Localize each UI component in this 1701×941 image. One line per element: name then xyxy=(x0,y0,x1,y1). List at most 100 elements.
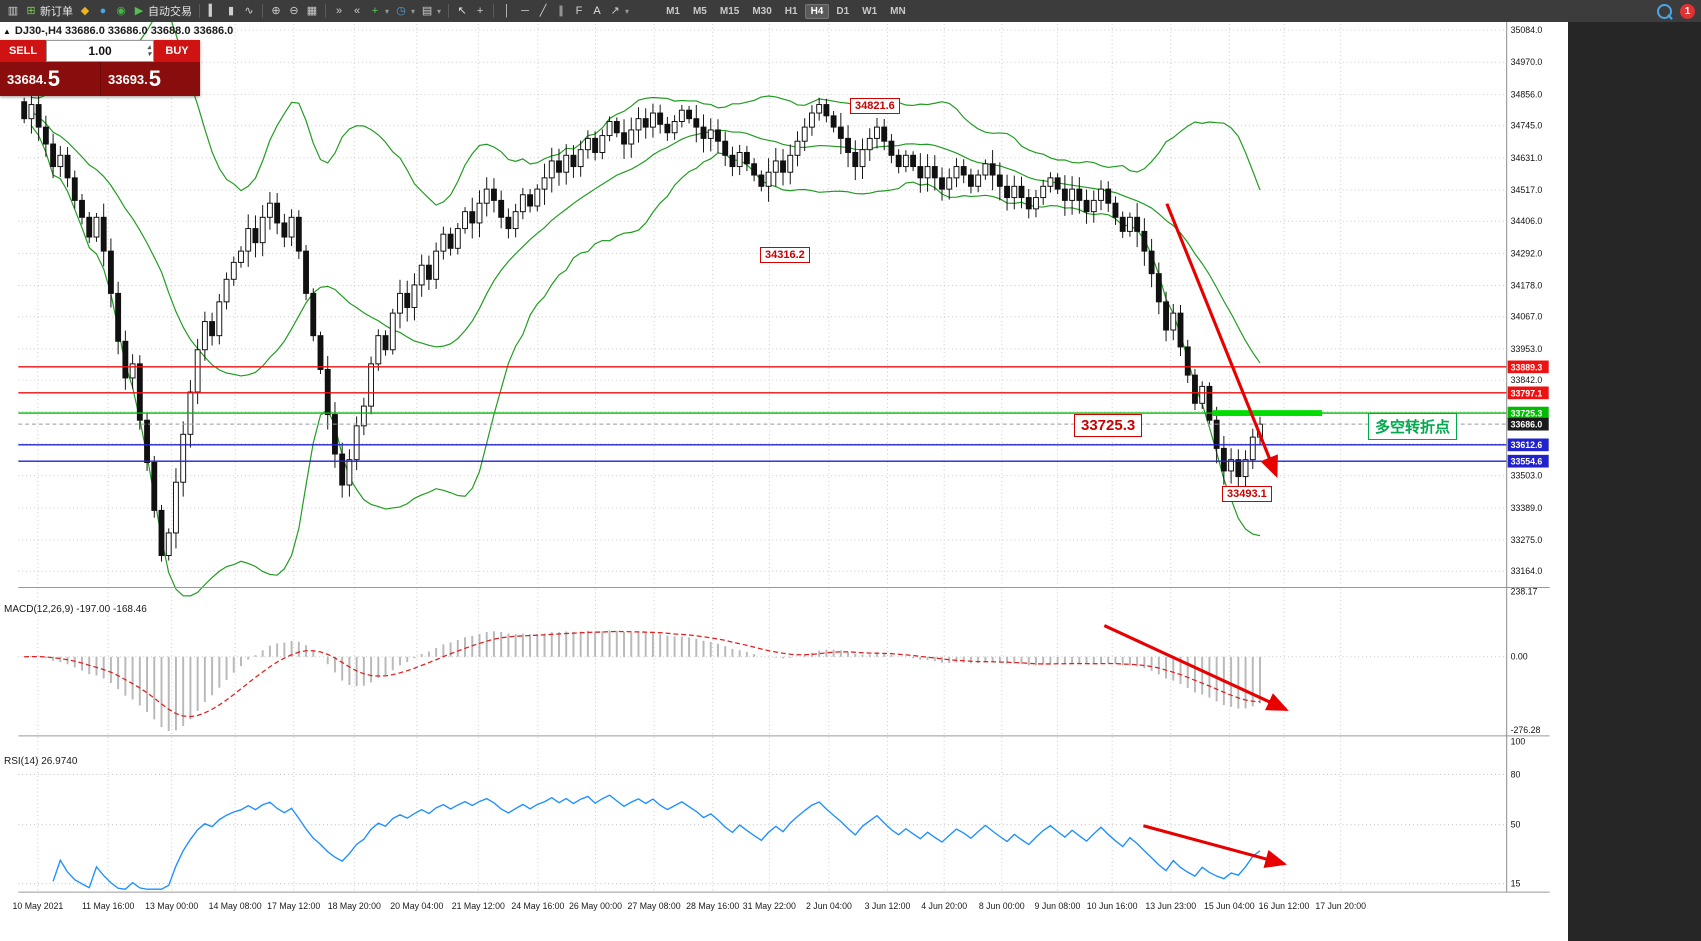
svg-text:33612.6: 33612.6 xyxy=(1511,440,1543,450)
zoom-out-icon: ⊖ xyxy=(289,5,299,17)
tf-W1-button[interactable]: W1 xyxy=(862,5,878,17)
chart-candles-mode-button[interactable]: ▮ xyxy=(222,2,240,20)
tf-H4-button[interactable]: H4 xyxy=(804,3,830,19)
buy-price[interactable]: 33693. 5 xyxy=(100,62,200,96)
horizontal-line-icon: ─ xyxy=(521,5,529,17)
chart-shift-icon: « xyxy=(353,5,361,17)
volume-down-button[interactable]: ▾ xyxy=(147,51,151,58)
price-callout[interactable]: 34316.2 xyxy=(760,247,810,263)
price-callout[interactable]: 33493.1 xyxy=(1222,486,1272,502)
channel-button[interactable]: ∥ xyxy=(552,2,570,20)
tf-H1-button[interactable]: H1 xyxy=(784,5,798,17)
symbol-info: ▲ DJ30-,H4 33686.0 33686.0 33688.0 33686.… xyxy=(3,25,233,37)
turning-point-label[interactable]: 多空转折点 xyxy=(1368,413,1458,440)
zoom-in-button[interactable]: ⊕ xyxy=(267,2,285,20)
chart-shift-button[interactable]: « xyxy=(348,2,366,20)
arrows-tool-icon: ↗ xyxy=(610,5,620,17)
volume-up-button[interactable]: ▴ xyxy=(147,44,151,51)
buy-price-main: 33693. xyxy=(108,71,148,87)
new-chart-icon: ▥ xyxy=(7,5,19,17)
search-icon[interactable] xyxy=(1657,3,1672,19)
fibonacci-button[interactable]: F xyxy=(570,2,588,20)
chart-line-mode-button[interactable]: ∿ xyxy=(240,2,258,20)
new-order-button[interactable]: ⊞ 新订单 xyxy=(22,2,76,20)
tf-M1-button[interactable]: M1 xyxy=(666,5,680,17)
arrows-tool-button[interactable]: ↗ ▾ xyxy=(606,2,632,20)
svg-text:10 May 2021: 10 May 2021 xyxy=(13,901,64,911)
svg-text:27 May 08:00: 27 May 08:00 xyxy=(628,901,681,911)
toolbar-right: 1 xyxy=(1657,3,1697,19)
chart-bars-mode-button[interactable]: ▍ xyxy=(204,2,222,20)
svg-text:33889.3: 33889.3 xyxy=(1511,362,1543,372)
svg-text:33953.0: 33953.0 xyxy=(1511,344,1543,354)
chart-canvas[interactable]: 35084.0 34970.0 34856.0 34745.0 34631.0 34517… xyxy=(0,22,1568,941)
svg-text:33686.0: 33686.0 xyxy=(1511,420,1543,430)
rsi-line xyxy=(52,794,1261,890)
new-chart-button[interactable]: ▥ xyxy=(4,2,22,20)
trend-arrow-macd[interactable] xyxy=(1103,624,1289,711)
main-toolbar: ▥ ⊞ 新订单 ◆ ● ◉ ▶ 自动交易 ▍ ▮ ∿ ⊕ ⊖ ▦» «+ ▾ ◷ ▾ ▤ ▾ ↖ + │ ─ ╱ ∥ F A ↗ ▾ M1 M… xyxy=(0,0,1701,22)
svg-text:15 Jun 04:00: 15 Jun 04:00 xyxy=(1204,901,1255,911)
svg-text:0.00: 0.00 xyxy=(1511,652,1528,662)
support-bar xyxy=(1212,410,1323,417)
tf-MN-button[interactable]: MN xyxy=(890,5,906,17)
text-tool-button[interactable]: A xyxy=(588,2,606,20)
svg-text:26 May 00:00: 26 May 00:00 xyxy=(569,901,622,911)
tf-M5-button[interactable]: M5 xyxy=(692,5,707,17)
auto-scroll-button[interactable]: » xyxy=(330,2,348,20)
price-callout[interactable]: 33725.3 xyxy=(1074,414,1143,437)
tf-D1-button[interactable]: D1 xyxy=(836,5,850,17)
mql5-community-button[interactable]: ◆ xyxy=(76,2,94,20)
turning-point-bar[interactable] xyxy=(1212,410,1323,417)
cursor-icon: ↖ xyxy=(457,5,467,17)
svg-text:28 May 16:00: 28 May 16:00 xyxy=(686,901,739,911)
indicators-icon: + xyxy=(371,5,379,17)
refresh-button[interactable]: ◉ xyxy=(112,2,130,20)
tile-windows-button[interactable]: ▦ xyxy=(303,2,321,20)
tf-M30-button[interactable]: M30 xyxy=(752,5,772,17)
svg-text:8 Jun 00:00: 8 Jun 00:00 xyxy=(979,901,1025,911)
notification-badge[interactable]: 1 xyxy=(1680,3,1695,19)
svg-text:34745.0: 34745.0 xyxy=(1511,121,1543,131)
cursor-button[interactable]: ↖ xyxy=(453,2,471,20)
candles xyxy=(21,91,1263,562)
svg-text:10 Jun 16:00: 10 Jun 16:00 xyxy=(1087,901,1138,911)
indicators-button[interactable]: + ▾ xyxy=(366,2,392,20)
one-click-trading-panel: SELL 1.00 ▴ ▾ BUY 33684. 5 33693. 5 xyxy=(0,40,200,96)
tf-M15-button[interactable]: M15 xyxy=(719,5,740,17)
horizontal-line-button[interactable]: ─ xyxy=(516,2,534,20)
svg-text:100: 100 xyxy=(1511,737,1526,747)
web-terminal-button[interactable]: ● xyxy=(94,2,112,20)
zoom-out-button[interactable]: ⊖ xyxy=(285,2,303,20)
trend-arrows xyxy=(1103,203,1289,868)
toolbar-separator xyxy=(262,4,263,18)
svg-text:33275.0: 33275.0 xyxy=(1511,535,1543,545)
symbol-ohlc-text: DJ30-,H4 33686.0 33686.0 33688.0 33686.0 xyxy=(14,25,234,37)
oct-collapse-icon[interactable]: ▲ xyxy=(3,27,11,36)
mql5-community-icon: ◆ xyxy=(80,5,90,17)
trend-arrow-main[interactable] xyxy=(1165,203,1278,479)
panel-separators xyxy=(18,22,1550,893)
trendline-button[interactable]: ╱ xyxy=(534,2,552,20)
macd-signal-line xyxy=(24,630,1261,718)
rsi-label: RSI(14) 26.9740 xyxy=(4,756,78,767)
toolbar-separator xyxy=(448,4,450,18)
buy-button[interactable]: BUY xyxy=(154,40,200,62)
text-tool-icon: A xyxy=(593,5,601,17)
sell-button[interactable]: SELL xyxy=(0,40,46,62)
auto-trading-label: 自动交易 xyxy=(148,6,192,18)
trend-arrow-rsi[interactable] xyxy=(1142,824,1288,868)
crosshair-button[interactable]: + xyxy=(471,2,489,20)
price-callout[interactable]: 34821.6 xyxy=(850,98,900,114)
refresh-icon: ◉ xyxy=(116,5,126,17)
volume-field[interactable]: 1.00 ▴ ▾ xyxy=(46,40,154,62)
auto-trading-button[interactable]: ▶ 自动交易 xyxy=(130,2,195,20)
periods-button[interactable]: ◷ ▾ xyxy=(392,2,418,20)
svg-text:35084.0: 35084.0 xyxy=(1511,25,1543,35)
vertical-line-button[interactable]: │ xyxy=(498,2,516,20)
sell-price[interactable]: 33684. 5 xyxy=(0,62,100,96)
trendline-icon: ╱ xyxy=(539,5,547,17)
dropdown-caret-icon: ▾ xyxy=(437,6,442,16)
svg-text:4 Jun 20:00: 4 Jun 20:00 xyxy=(921,901,967,911)
templates-button[interactable]: ▤ ▾ xyxy=(418,2,444,20)
